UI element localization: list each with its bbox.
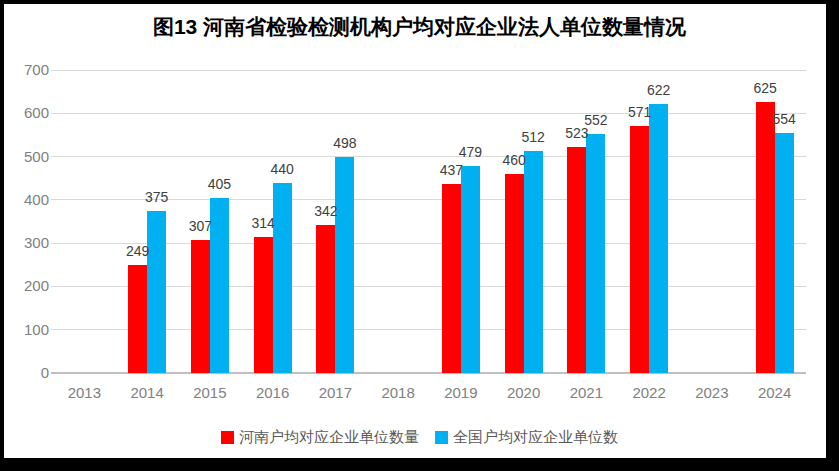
bar-label-national-2016: 440 — [259, 161, 305, 178]
bar-national-2017 — [335, 157, 354, 373]
bar-henan-2017 — [316, 225, 335, 373]
legend-item-national: 全国户均对应企业单位数 — [435, 428, 618, 447]
x-axis-tick-label: 2014 — [116, 384, 178, 402]
y-axis-tick-label: 200 — [10, 277, 49, 295]
legend-swatch-henan-icon — [221, 431, 234, 444]
bar-label-henan-2017: 342 — [303, 203, 349, 220]
x-axis-tick-label: 2018 — [367, 384, 429, 402]
bar-national-2019 — [461, 166, 480, 373]
legend-swatch-national-icon — [435, 431, 448, 444]
bar-label-national-2020: 512 — [510, 129, 556, 146]
x-axis-tick-label: 2017 — [304, 384, 366, 402]
y-axis-tick-label: 300 — [10, 234, 49, 252]
chart-frame: 图13 河南省检验检测机构户均对应企业法人单位数量情况 0 100 200 300 40… — [0, 0, 839, 471]
bar-label-national-2021: 552 — [573, 112, 619, 129]
bar-label-henan-2022: 571 — [617, 104, 663, 121]
bar-label-henan-2016: 314 — [240, 215, 286, 232]
x-axis-tick-label: 2019 — [430, 384, 492, 402]
bar-label-national-2017: 498 — [322, 135, 368, 152]
bar-label-henan-2024: 625 — [742, 80, 788, 97]
bar-national-2021 — [586, 134, 605, 373]
x-axis-tick-label: 2020 — [493, 384, 555, 402]
bar-label-national-2014: 375 — [134, 189, 180, 206]
bar-national-2014 — [147, 211, 166, 373]
legend-label-national: 全国户均对应企业单位数 — [453, 428, 618, 447]
x-axis-tick-label: 2013 — [53, 384, 115, 402]
x-axis-tick-label: 2023 — [681, 384, 743, 402]
gridline — [51, 156, 806, 157]
bar-henan-2016 — [254, 237, 273, 373]
bar-henan-2019 — [442, 184, 461, 373]
bar-label-henan-2019: 437 — [428, 162, 474, 179]
chart-title: 图13 河南省检验检测机构户均对应企业法人单位数量情况 — [4, 13, 835, 41]
y-axis-tick-label: 0 — [10, 364, 49, 382]
legend-item-henan: 河南户均对应企业单位数量 — [221, 428, 419, 447]
bar-label-henan-2020: 460 — [491, 152, 537, 169]
bar-national-2020 — [524, 151, 543, 373]
gridline — [51, 113, 806, 114]
x-axis-tick-label: 2015 — [179, 384, 241, 402]
bar-label-national-2024: 554 — [761, 111, 807, 128]
x-axis-tick-label: 2016 — [242, 384, 304, 402]
bar-national-2022 — [649, 104, 668, 373]
x-axis-tick-label: 2021 — [555, 384, 617, 402]
bar-henan-2022 — [630, 126, 649, 373]
y-axis-tick-label: 500 — [10, 148, 49, 166]
y-axis-tick-label: 400 — [10, 191, 49, 209]
bar-national-2016 — [273, 183, 292, 373]
x-axis-tick-label: 2024 — [744, 384, 806, 402]
bar-henan-2021 — [567, 147, 586, 373]
y-axis-tick-label: 600 — [10, 104, 49, 122]
gridline — [51, 70, 806, 71]
bar-label-national-2015: 405 — [196, 176, 242, 193]
legend: 河南户均对应企业单位数量 全国户均对应企业单位数 — [4, 428, 835, 447]
bar-henan-2020 — [505, 174, 524, 373]
legend-label-henan: 河南户均对应企业单位数量 — [239, 428, 419, 447]
bar-label-national-2022: 622 — [636, 82, 682, 99]
bar-label-henan-2015: 307 — [177, 218, 223, 235]
bar-henan-2015 — [191, 240, 210, 373]
bar-national-2024 — [775, 133, 794, 373]
y-axis-tick-label: 100 — [10, 321, 49, 339]
y-axis-tick-label: 700 — [10, 61, 49, 79]
chart-panel: 图13 河南省检验检测机构户均对应企业法人单位数量情况 010020030040… — [4, 4, 826, 458]
bar-henan-2024 — [756, 102, 775, 373]
x-axis-tick-label: 2022 — [618, 384, 680, 402]
bar-henan-2014 — [128, 265, 147, 373]
bar-label-national-2019: 479 — [447, 144, 493, 161]
bar-label-henan-2014: 249 — [115, 243, 161, 260]
